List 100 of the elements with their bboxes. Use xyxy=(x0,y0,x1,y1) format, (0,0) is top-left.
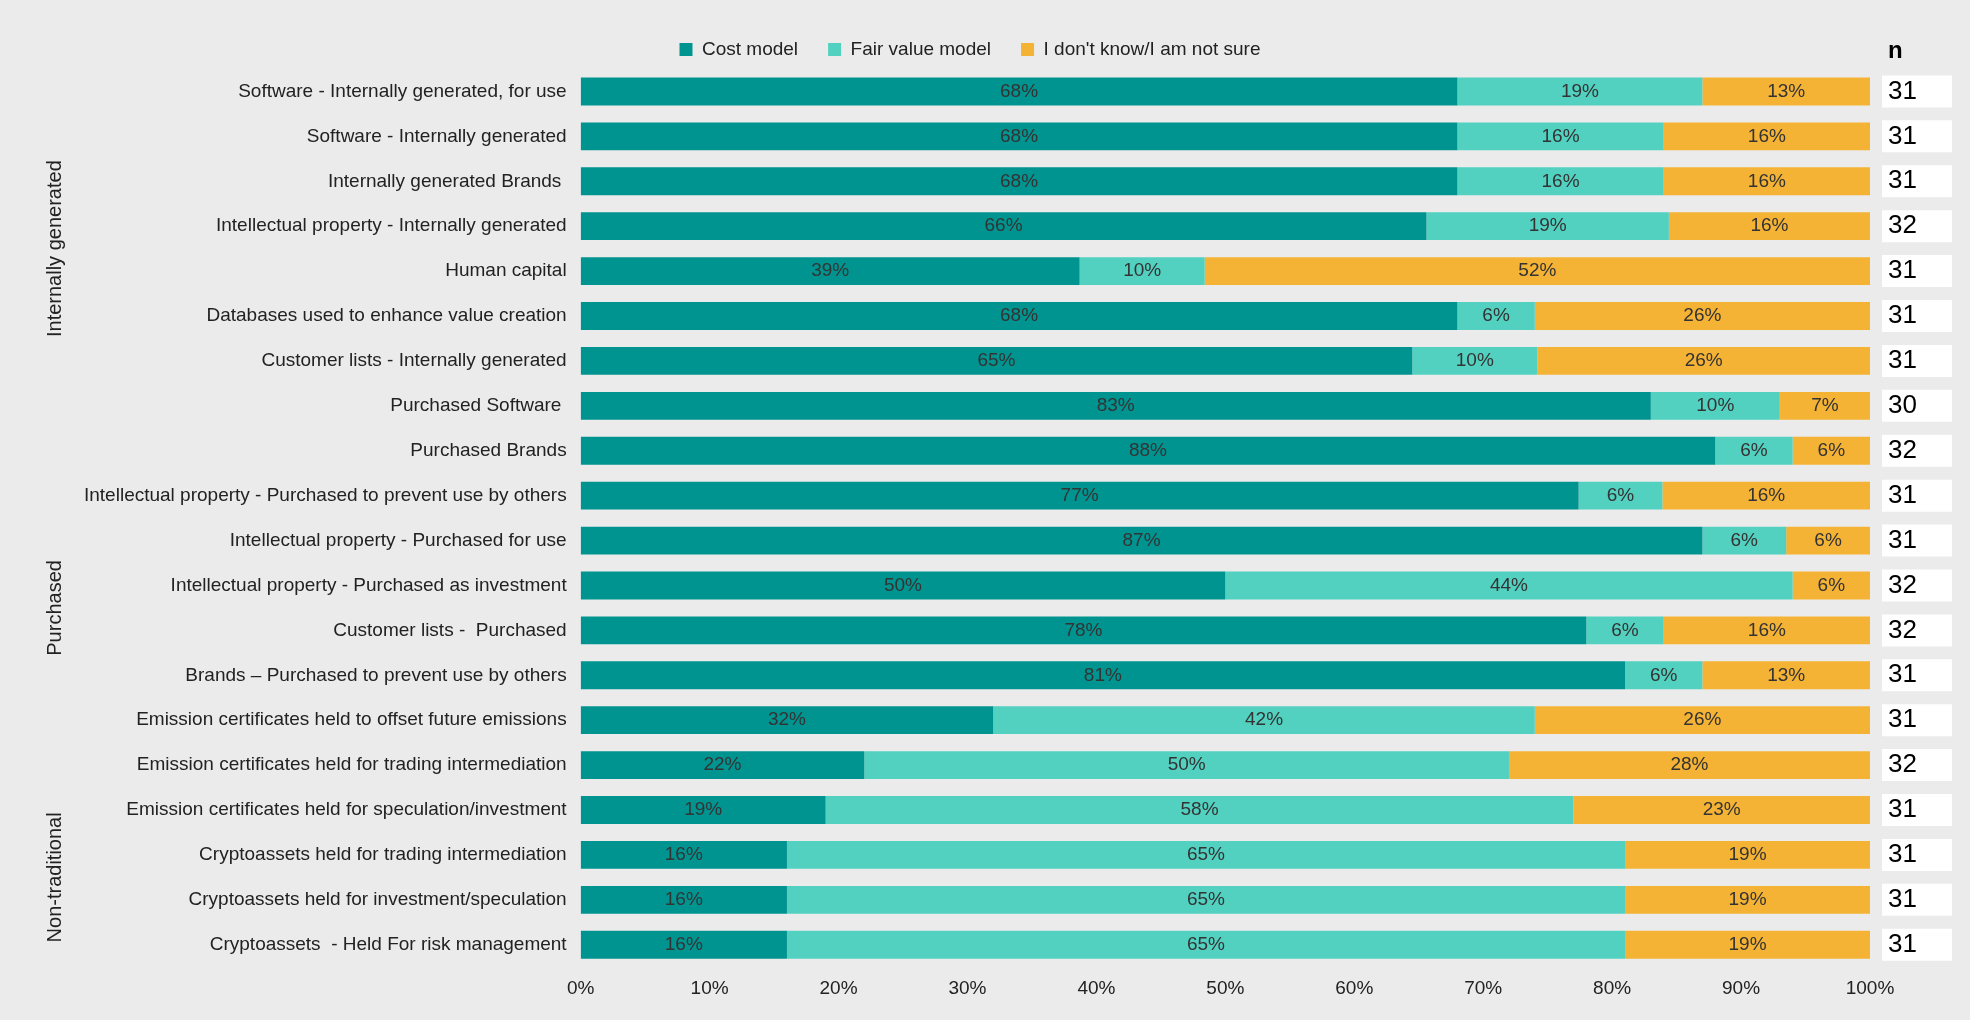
bar xyxy=(864,751,1509,780)
bar xyxy=(1079,257,1205,286)
text: 31 xyxy=(1888,927,1917,958)
text: 31 xyxy=(1888,523,1917,554)
bar xyxy=(580,885,787,914)
y-tick-label: Brands – Purchased to prevent use by others xyxy=(185,663,567,685)
y-tick-label: Software - Internally generated xyxy=(306,124,567,146)
data-label: 19% xyxy=(1560,79,1600,101)
data-label: 50% xyxy=(883,573,923,595)
bar xyxy=(1586,616,1664,645)
text: 32 xyxy=(1888,613,1917,644)
data-label: 6% xyxy=(1814,528,1842,550)
text: 30 xyxy=(1888,389,1917,419)
x-tick-label: 10% xyxy=(690,976,729,998)
data-label: 16% xyxy=(1747,124,1786,146)
data-label: 16% xyxy=(1747,483,1786,505)
data-label: 6% xyxy=(1730,528,1759,550)
bar xyxy=(1412,346,1538,375)
data-label: 52% xyxy=(1518,259,1557,281)
text: 31 xyxy=(1888,164,1917,195)
bar xyxy=(1625,885,1870,914)
x-tick-label: 20% xyxy=(819,976,858,998)
y-tick-label: Cryptoassets held for trading intermediation xyxy=(199,843,567,865)
x-tick-label: 40% xyxy=(1077,976,1116,998)
y-tick-label: Intellectual property - Purchased as investment xyxy=(170,573,568,595)
data-label: 6% xyxy=(1649,663,1678,685)
data-label: 19% xyxy=(1728,932,1767,954)
bar xyxy=(1537,346,1870,375)
text: 31 xyxy=(1888,793,1917,824)
bar xyxy=(786,930,1626,959)
text: n xyxy=(1888,36,1903,64)
text: 32 xyxy=(1888,748,1917,779)
y-tick-label: Intellectual property - Internally generated xyxy=(216,214,567,236)
y-tick-label: Customer lists - Internally generated xyxy=(261,349,567,371)
bar xyxy=(1534,302,1870,330)
data-label: 65% xyxy=(1186,932,1226,954)
bar xyxy=(580,796,826,824)
y-tick-label: Emission certificates held for trading intermediation xyxy=(136,753,567,775)
bar xyxy=(1625,841,1870,869)
data-label: 6% xyxy=(1817,438,1846,460)
data-label: 10% xyxy=(1696,394,1735,416)
y-tick-label: Purchased Software xyxy=(390,394,567,416)
text: Internally generated xyxy=(42,160,65,338)
bar xyxy=(1573,796,1870,824)
y-tick-label: Human capital xyxy=(445,259,567,281)
x-tick-label: 60% xyxy=(1335,976,1374,998)
y-tick-label: Software - Internally generated, for use xyxy=(238,79,567,101)
y-tick-label: Intellectual property - Purchased to prevent use by others xyxy=(84,483,567,505)
bar xyxy=(1715,436,1793,465)
data-label: 7% xyxy=(1811,394,1839,416)
data-label: 39% xyxy=(811,259,850,281)
bar xyxy=(580,302,1458,330)
text: 31 xyxy=(1888,478,1917,509)
bar xyxy=(1650,391,1780,420)
y-tick-label: Customer lists - Purchased xyxy=(333,618,567,640)
data-label: 16% xyxy=(1541,169,1580,191)
data-label: 19% xyxy=(1728,888,1767,910)
y-tick-label: Emission certificates held to offset future emissions xyxy=(136,708,567,730)
data-label: 6% xyxy=(1482,304,1510,326)
data-label: 16% xyxy=(1750,214,1789,236)
text: 32 xyxy=(1888,209,1917,240)
data-label: 87% xyxy=(1122,528,1161,550)
bar xyxy=(1779,391,1870,420)
bar xyxy=(580,436,1716,465)
bar xyxy=(1534,706,1870,735)
y-tick-label: Cryptoassets - Held For risk management xyxy=(209,932,568,954)
data-label: 26% xyxy=(1684,349,1723,371)
bar xyxy=(1702,661,1870,690)
text: 31 xyxy=(1888,703,1917,734)
data-label: 68% xyxy=(1000,79,1039,101)
data-label: 78% xyxy=(1064,618,1103,640)
data-label: 19% xyxy=(1528,214,1567,236)
text: 31 xyxy=(1888,254,1917,285)
data-label: 26% xyxy=(1683,304,1722,326)
y-tick-label: Emission certificates held for speculation/investment xyxy=(126,798,568,820)
bar xyxy=(580,346,1413,375)
x-tick-label: 90% xyxy=(1722,976,1761,998)
bar xyxy=(580,751,865,780)
data-label: 65% xyxy=(1186,888,1226,910)
data-label: 19% xyxy=(684,798,723,820)
data-label: 32% xyxy=(767,708,807,730)
text: Non-traditional xyxy=(42,812,65,943)
data-label: 23% xyxy=(1702,798,1741,820)
y-tick-label: Intellectual property - Purchased for use xyxy=(229,528,567,550)
bar xyxy=(1508,751,1870,780)
bar xyxy=(580,571,1226,600)
data-label: 19% xyxy=(1728,843,1767,865)
data-label: 68% xyxy=(1000,304,1039,326)
bar xyxy=(1578,481,1663,510)
data-label: 13% xyxy=(1767,79,1806,101)
data-label: 50% xyxy=(1167,753,1206,775)
bar xyxy=(1625,930,1870,959)
text: 31 xyxy=(1888,119,1917,150)
bar xyxy=(786,885,1626,914)
bar xyxy=(580,167,1458,196)
data-label: 58% xyxy=(1180,798,1219,820)
bar xyxy=(580,706,994,735)
data-label: 16% xyxy=(664,932,703,954)
y-tick-label: Cryptoassets held for investment/speculation xyxy=(188,888,567,910)
text: 32 xyxy=(1888,568,1917,599)
